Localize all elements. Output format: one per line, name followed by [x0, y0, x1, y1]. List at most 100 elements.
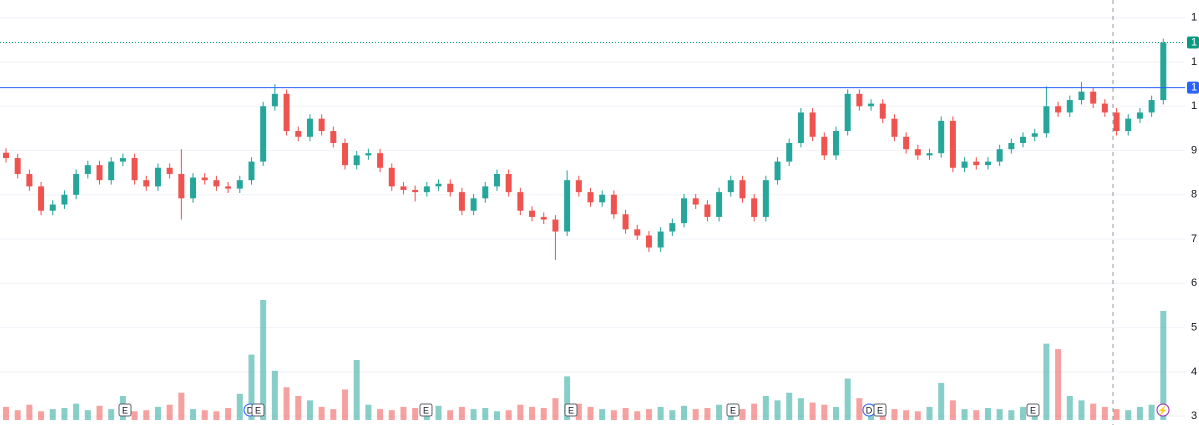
candle-body: [14, 158, 21, 174]
volume-bar: [213, 411, 220, 420]
event-label: ⚡: [1157, 404, 1168, 416]
volume-bar: [236, 393, 243, 420]
price-label: 1: [1191, 82, 1197, 94]
candle-body: [306, 118, 313, 137]
candle-body: [996, 149, 1003, 162]
volume-bar: [1043, 343, 1050, 420]
volume-bar: [26, 404, 33, 420]
candle-body: [891, 118, 898, 137]
candle-body: [493, 173, 500, 187]
volume-bar: [540, 408, 547, 420]
candle-body: [178, 173, 185, 199]
candle-body: [786, 142, 793, 162]
volume-bar: [669, 410, 676, 420]
candle-body: [26, 173, 33, 187]
candle-body: [318, 118, 325, 132]
volume-bar: [225, 408, 232, 420]
volume-bar: [599, 409, 606, 420]
candle-body: [692, 198, 699, 205]
volume-bar: [622, 408, 629, 420]
volume-bar: [412, 408, 419, 420]
candle-body: [903, 136, 910, 150]
volume-bar: [903, 410, 910, 420]
y-tick-label: 1: [1191, 12, 1197, 24]
candle-body: [610, 194, 617, 215]
candle-body: [166, 167, 173, 174]
candle-body: [1101, 103, 1108, 113]
volume-bar: [1148, 404, 1155, 420]
volume-bar: [482, 408, 489, 420]
candle-body: [505, 173, 512, 193]
event-markers: E D E E E E D E E ⚡: [118, 403, 1170, 417]
candle-body: [961, 161, 968, 168]
price-label-box: [1187, 36, 1199, 49]
candle-body: [49, 204, 56, 211]
candle-body: [400, 186, 407, 190]
event-label: E: [877, 405, 883, 415]
candle-body: [3, 152, 9, 159]
event-marker: [564, 403, 578, 417]
candle-body: [739, 180, 746, 199]
y-tick-label: 4: [1191, 366, 1197, 378]
y-tick-label: 1: [1191, 56, 1197, 68]
candle-body: [634, 229, 641, 236]
volume-bar: [166, 404, 173, 420]
volume-bar: [143, 410, 150, 420]
volume-bar: [1078, 400, 1085, 420]
candle-body: [119, 158, 126, 162]
volume-bar: [73, 403, 80, 420]
candle-body: [1043, 106, 1050, 134]
candle-body: [1055, 106, 1062, 113]
candle-body: [1078, 91, 1085, 101]
volume-bar: [938, 382, 945, 420]
volume-bar: [505, 410, 512, 420]
volume-bar: [634, 411, 641, 420]
candle-body: [938, 120, 945, 154]
candle-body: [108, 161, 115, 181]
event-label: D: [247, 405, 254, 415]
event-label: E: [122, 405, 128, 415]
volume-bar: [435, 405, 442, 420]
event-marker: [118, 403, 132, 417]
candle-body: [645, 235, 652, 248]
y-tick-label: 5: [1191, 322, 1197, 334]
candle-body: [856, 93, 863, 107]
y-tick-label: 7: [1191, 233, 1197, 245]
candle-body: [458, 192, 465, 211]
candle-body: [248, 161, 255, 181]
candle-body: [342, 142, 349, 166]
volume-bar: [365, 404, 372, 420]
candle-body: [1020, 136, 1027, 143]
candle-body: [809, 112, 816, 137]
volume-bar: [377, 409, 384, 420]
candle-body: [388, 167, 395, 187]
volume-bar: [996, 409, 1003, 420]
volume-bar: [517, 404, 524, 420]
candle-body: [552, 219, 559, 232]
volume-bar: [342, 389, 349, 420]
candle-body: [330, 131, 337, 143]
candle-body: [751, 198, 758, 217]
volume-bar: [154, 406, 161, 420]
candle-body: [762, 180, 769, 217]
volume-bar: [786, 392, 793, 420]
volume-bar: [1090, 403, 1097, 420]
volume-bar: [645, 409, 652, 420]
volume-bar: [447, 410, 454, 420]
volume-bar: [3, 406, 9, 420]
volume-bar: [38, 411, 45, 420]
event-marker: [873, 403, 887, 417]
volume-bar: [681, 405, 688, 420]
candle-body: [868, 103, 875, 107]
candle-body: [154, 167, 161, 187]
volume-bar: [458, 406, 465, 420]
volume-bar: [260, 300, 267, 420]
candle-body: [295, 131, 302, 137]
candle-body: [225, 186, 232, 189]
volume-bar: [400, 406, 407, 420]
volume-bar: [1160, 310, 1167, 420]
volume-bar: [716, 404, 723, 420]
candle-body: [412, 189, 419, 193]
volume-bar: [330, 409, 337, 420]
candle-body: [1031, 133, 1038, 137]
